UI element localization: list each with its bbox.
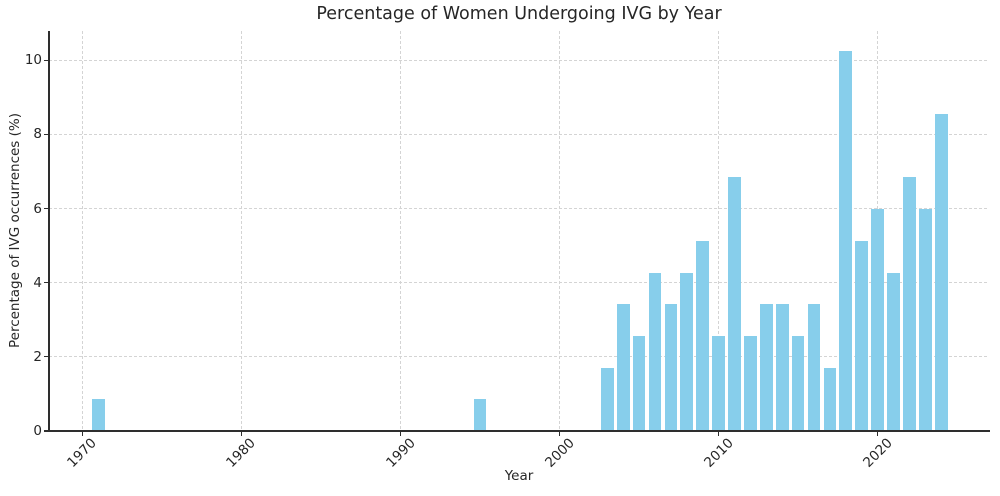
bar-2003 <box>600 367 614 431</box>
gridline-y-2 <box>49 356 989 358</box>
bar-2011 <box>728 177 741 431</box>
y-tick-label-0: 0 <box>33 423 42 439</box>
chart-title: Percentage of Women Undergoing IVG by Ye… <box>316 4 722 24</box>
x-tick-label-2000: 2000 <box>541 434 578 471</box>
y-axis-label: Percentage of IVG occurrences (%) <box>7 113 23 349</box>
bar-2004 <box>616 304 630 431</box>
x-tick-label-1970: 1970 <box>64 434 101 471</box>
bar-2008 <box>680 272 694 431</box>
y-tick-label-10: 10 <box>24 52 42 69</box>
y-tick-2 <box>44 356 48 358</box>
gridline-x-1970 <box>81 31 83 431</box>
bar-2022 <box>903 177 916 431</box>
gridline-x-1980 <box>240 31 242 431</box>
bar-1971 <box>91 399 105 431</box>
x-tick-label-1980: 1980 <box>223 434 260 471</box>
y-axis-label-container: Percentage of IVG occurrences (%) <box>5 31 25 431</box>
bar-2009 <box>696 240 710 431</box>
x-tick-2020 <box>877 432 879 436</box>
y-tick-label-8: 8 <box>33 126 42 143</box>
bar-2017 <box>823 367 837 431</box>
y-tick-label-4: 4 <box>33 274 42 291</box>
x-tick-2000 <box>558 432 561 436</box>
x-tick-label-2010: 2010 <box>700 434 737 471</box>
bar-2018 <box>839 50 853 431</box>
bar-2019 <box>855 240 869 431</box>
y-tick-0 <box>44 430 48 432</box>
bar-2016 <box>807 304 821 431</box>
bar-2014 <box>775 304 789 431</box>
bar-2015 <box>791 336 805 431</box>
gridline-y-10 <box>49 59 989 61</box>
bar-2012 <box>744 336 757 431</box>
gridline-x-2010 <box>718 31 720 431</box>
y-tick-6 <box>44 207 48 210</box>
y-tick-10 <box>44 59 48 61</box>
x-tick-1980 <box>240 432 243 436</box>
bar-2020 <box>871 209 885 431</box>
y-tick-label-2: 2 <box>33 348 42 365</box>
x-tick-label-2020: 2020 <box>859 434 896 471</box>
y-tick-8 <box>44 133 48 136</box>
x-axis-spine <box>48 430 990 432</box>
bar-2013 <box>759 304 773 431</box>
bar-2024 <box>934 114 948 431</box>
bar-2007 <box>664 304 678 431</box>
x-tick-label-1990: 1990 <box>382 434 419 471</box>
gridline-y-6 <box>49 208 989 210</box>
x-tick-2010 <box>718 432 720 436</box>
x-tick-1990 <box>399 432 402 436</box>
bar-2006 <box>648 272 662 431</box>
x-tick-1970 <box>81 432 83 436</box>
y-tick-label-6: 6 <box>33 200 42 217</box>
gridline-x-2000 <box>559 31 561 431</box>
bar-1995 <box>473 399 487 431</box>
y-axis-spine <box>48 31 50 432</box>
bar-2021 <box>887 272 900 431</box>
gridline-x-1990 <box>400 31 401 431</box>
bar-2023 <box>919 209 932 431</box>
y-tick-4 <box>44 282 48 284</box>
x-axis-label: Year <box>504 468 534 484</box>
gridline-y-4 <box>49 282 989 284</box>
bar-2005 <box>632 336 646 431</box>
bar-2010 <box>712 336 725 431</box>
gridline-y-8 <box>49 133 989 135</box>
